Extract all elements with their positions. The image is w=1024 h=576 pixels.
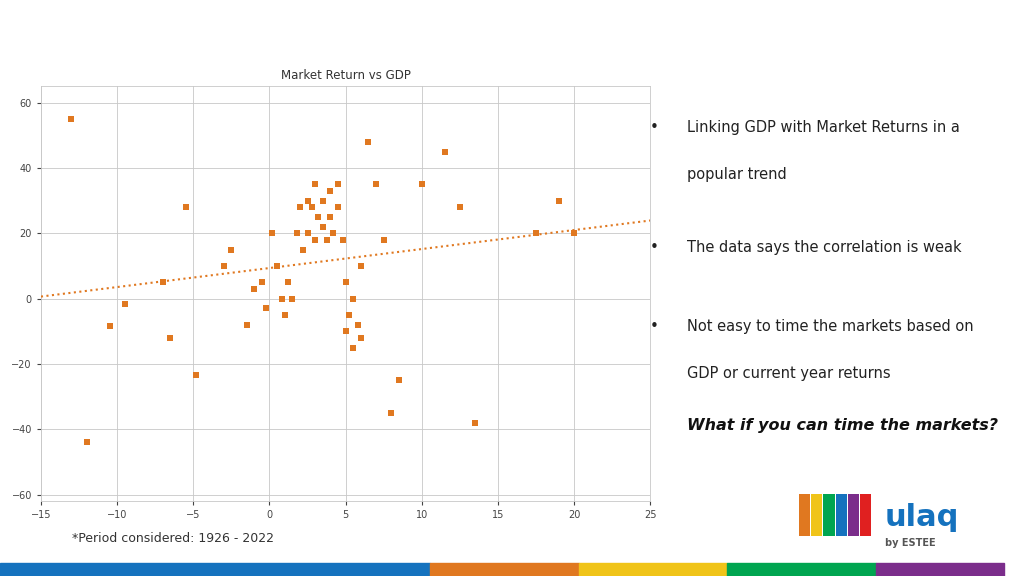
Bar: [430, 563, 579, 576]
Bar: [876, 563, 1004, 576]
Bar: [823, 494, 835, 536]
Point: [284, 294, 300, 304]
Point: [304, 203, 321, 212]
Point: [330, 180, 346, 189]
Text: Market Timing – Returns vs GDP: Market Timing – Returns vs GDP: [23, 28, 550, 56]
Point: [63, 115, 80, 124]
Point: [307, 180, 324, 189]
Point: [345, 343, 361, 353]
Point: [314, 222, 331, 232]
Point: [155, 278, 171, 287]
Point: [349, 320, 366, 329]
Text: ulaq: ulaq: [885, 502, 959, 532]
Point: [79, 438, 95, 447]
Text: •: •: [650, 120, 659, 135]
Point: [264, 229, 281, 238]
Point: [335, 235, 351, 244]
Point: [258, 304, 274, 313]
Bar: [579, 563, 727, 576]
Bar: [848, 494, 859, 536]
Bar: [0, 563, 430, 576]
Bar: [727, 563, 876, 576]
Title: Market Return vs GDP: Market Return vs GDP: [281, 70, 411, 82]
Point: [276, 310, 293, 320]
Text: by ESTEE: by ESTEE: [885, 537, 935, 548]
Point: [383, 408, 399, 418]
Point: [330, 203, 346, 212]
Point: [310, 213, 327, 222]
Point: [273, 294, 290, 304]
Point: [323, 213, 339, 222]
Text: What if you can time the markets?: What if you can time the markets?: [686, 418, 997, 433]
Point: [307, 235, 324, 244]
Point: [452, 203, 468, 212]
Point: [292, 203, 308, 212]
Point: [223, 245, 240, 254]
Point: [345, 294, 361, 304]
Point: [352, 262, 369, 271]
Text: Linking GDP with Market Returns in a: Linking GDP with Market Returns in a: [686, 120, 959, 135]
Point: [436, 147, 453, 156]
Bar: [799, 494, 810, 536]
Point: [299, 196, 315, 205]
Text: *Period considered: 1926 - 2022: *Period considered: 1926 - 2022: [72, 532, 273, 545]
Point: [314, 196, 331, 205]
Point: [239, 320, 255, 329]
Point: [326, 229, 342, 238]
Point: [338, 327, 354, 336]
Point: [391, 376, 408, 385]
Bar: [811, 494, 822, 536]
Point: [566, 229, 583, 238]
Point: [340, 310, 356, 320]
Text: •: •: [650, 240, 659, 255]
Point: [319, 235, 336, 244]
Point: [368, 180, 384, 189]
Point: [117, 299, 133, 308]
Point: [280, 278, 296, 287]
Point: [215, 262, 231, 271]
Point: [360, 137, 377, 146]
Point: [254, 278, 270, 287]
Point: [527, 229, 544, 238]
Text: •: •: [650, 319, 659, 334]
Text: popular trend: popular trend: [686, 167, 786, 182]
Bar: [836, 494, 847, 536]
Point: [338, 278, 354, 287]
Point: [323, 186, 339, 195]
Point: [467, 418, 483, 427]
Point: [246, 284, 262, 293]
Point: [551, 196, 567, 205]
Text: The data says the correlation is weak: The data says the correlation is weak: [686, 240, 962, 255]
Point: [162, 334, 178, 343]
Point: [299, 229, 315, 238]
Text: GDP or current year returns: GDP or current year returns: [686, 366, 890, 381]
Bar: [860, 494, 871, 536]
Point: [269, 262, 286, 271]
Point: [352, 334, 369, 343]
Point: [414, 180, 430, 189]
Point: [101, 322, 118, 331]
Point: [177, 203, 194, 212]
Text: Not easy to time the markets based on: Not easy to time the markets based on: [686, 319, 973, 334]
Point: [289, 229, 305, 238]
Point: [188, 371, 205, 380]
Point: [376, 235, 392, 244]
Point: [295, 245, 311, 254]
